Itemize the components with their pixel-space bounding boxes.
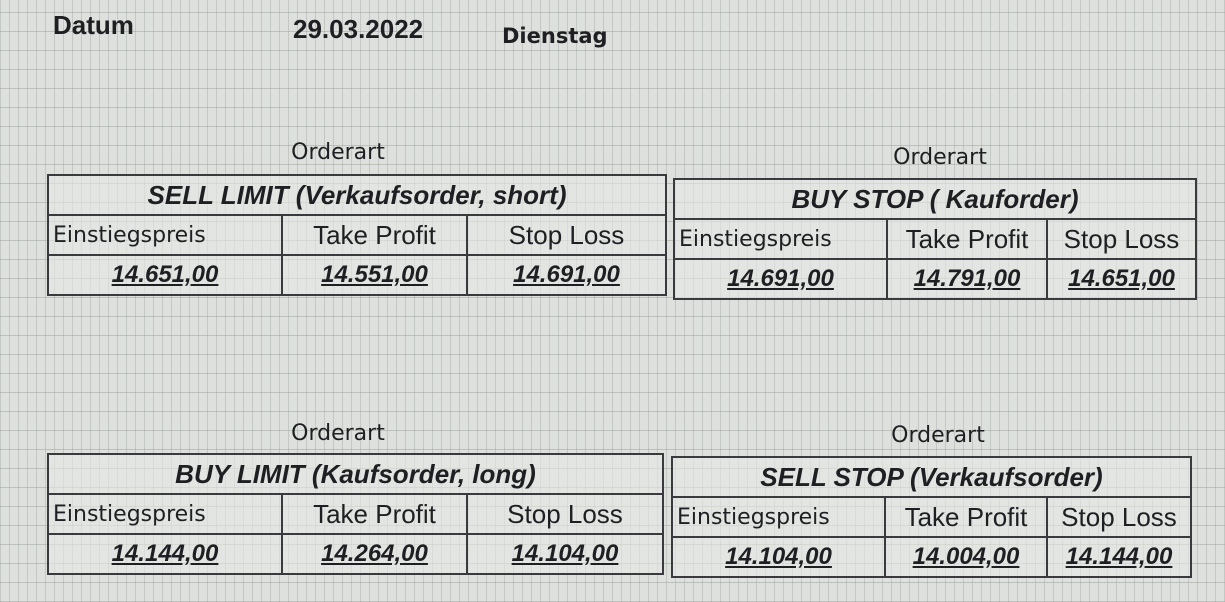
price-value[interactable]: 14.691,00 [466,254,667,296]
price-value[interactable]: 14.791,00 [886,258,1048,300]
orderart-caption: Orderart [291,421,385,446]
price-value[interactable]: 14.004,00 [884,536,1048,578]
column-header[interactable]: Take Profit [281,493,468,535]
price-value[interactable]: 14.551,00 [281,254,468,296]
orderart-caption: Orderart [891,423,985,448]
date-value[interactable]: 29.03.2022 [293,14,424,44]
order-type-title[interactable]: BUY LIMIT (Kaufsorder, long) [47,453,664,495]
order-type-title[interactable]: SELL LIMIT (Verkaufsorder, short) [47,174,667,216]
column-header[interactable]: Take Profit [884,496,1048,538]
column-header[interactable]: Einstiegspreis [671,496,886,538]
price-value[interactable]: 14.651,00 [1046,258,1197,300]
column-header[interactable]: Stop Loss [1046,218,1197,260]
price-value[interactable]: 14.264,00 [281,533,468,575]
column-header[interactable]: Einstiegspreis [673,218,888,260]
price-value[interactable]: 14.104,00 [671,536,886,578]
date-label: Datum [53,10,134,40]
price-value[interactable]: 14.104,00 [466,533,664,575]
orderart-caption: Orderart [893,145,987,170]
column-header[interactable]: Einstiegspreis [47,493,283,535]
orderart-caption: Orderart [291,140,385,165]
column-header[interactable]: Take Profit [886,218,1048,260]
order-table: BUY STOP ( Kauforder) Einstiegspreis Take … [673,178,1197,300]
column-header[interactable]: Stop Loss [466,493,664,535]
price-value[interactable]: 14.144,00 [47,533,283,575]
price-value[interactable]: 14.144,00 [1046,536,1192,578]
price-value[interactable]: 14.691,00 [673,258,888,300]
price-value[interactable]: 14.651,00 [47,254,283,296]
order-table: SELL STOP (Verkaufsorder) Einstiegspreis T… [671,456,1192,578]
order-table: BUY LIMIT (Kaufsorder, long) Einstiegspre… [47,453,664,575]
column-header[interactable]: Einstiegspreis [47,214,283,256]
weekday-value[interactable]: Dienstag [502,24,608,48]
column-header[interactable]: Stop Loss [1046,496,1192,538]
order-type-title[interactable]: SELL STOP (Verkaufsorder) [671,456,1192,498]
column-header[interactable]: Stop Loss [466,214,667,256]
column-header[interactable]: Take Profit [281,214,468,256]
order-type-title[interactable]: BUY STOP ( Kauforder) [673,178,1197,220]
order-table: SELL LIMIT (Verkaufsorder, short) Einstie… [47,174,667,296]
